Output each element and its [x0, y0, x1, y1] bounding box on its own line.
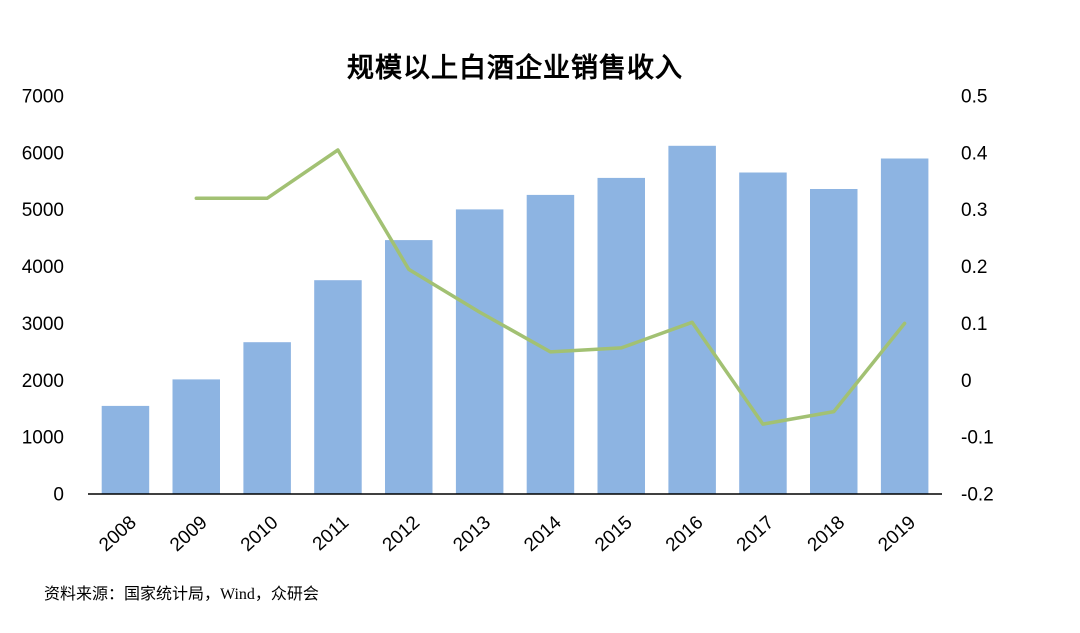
growth-line [194, 148, 907, 426]
bar [385, 240, 433, 494]
x-axis-tick-label: 2014 [520, 512, 566, 556]
left-axis-tick-label: 6000 [22, 143, 64, 164]
right-axis-tick-label: -0.1 [961, 428, 994, 449]
x-axis-tick-label: 2016 [662, 512, 707, 556]
bar-series [101, 145, 929, 495]
x-axis-tick-label: 2008 [95, 512, 140, 556]
x-axis-tick-label: 2013 [449, 512, 494, 556]
bar [455, 209, 504, 494]
x-axis-tick-label: 2012 [379, 512, 424, 556]
bar [314, 280, 362, 494]
left-axis-tick-label: 7000 [22, 87, 64, 108]
right-axis-tick-label: 0.4 [961, 143, 988, 164]
x-axis-tick-label: 2017 [733, 512, 778, 556]
left-axis-tick-label: 5000 [22, 200, 64, 221]
left-axis-tick-label: 2000 [22, 371, 64, 392]
right-axis-tick-label: -0.2 [961, 485, 994, 506]
left-axis-tick-label: 0 [53, 485, 64, 506]
left-axis-tick-label: 4000 [22, 257, 64, 278]
x-axis-tick-label: 2015 [591, 512, 636, 556]
right-axis-tick-label: 0.5 [961, 87, 987, 108]
bar [101, 405, 150, 494]
bar [597, 177, 645, 494]
bar [172, 379, 220, 494]
x-axis-tick-label: 2011 [309, 512, 353, 555]
right-axis-tick-label: 0.3 [961, 200, 987, 221]
right-axis-tick-label: 0.1 [961, 314, 987, 335]
left-axis-tick-label: 1000 [22, 428, 64, 449]
x-axis-tick-label: 2019 [874, 512, 919, 556]
bar [739, 172, 787, 494]
bar [243, 342, 291, 494]
bar [668, 145, 716, 495]
right-axis-tick-label: 0 [961, 371, 972, 392]
x-axis-tick-label: 2010 [237, 512, 282, 556]
chart-title: 规模以上白酒企业销售收入 [347, 53, 683, 83]
x-axis-tick-label: 2018 [804, 512, 849, 556]
bar [880, 158, 929, 494]
x-axis-tick-label: 2009 [166, 512, 211, 556]
left-axis-tick-label: 3000 [22, 314, 64, 335]
right-axis-tick-label: 0.2 [961, 257, 987, 278]
source-note: 资料来源：国家统计局，Wind，众研会 [44, 586, 319, 603]
bar [810, 189, 858, 494]
